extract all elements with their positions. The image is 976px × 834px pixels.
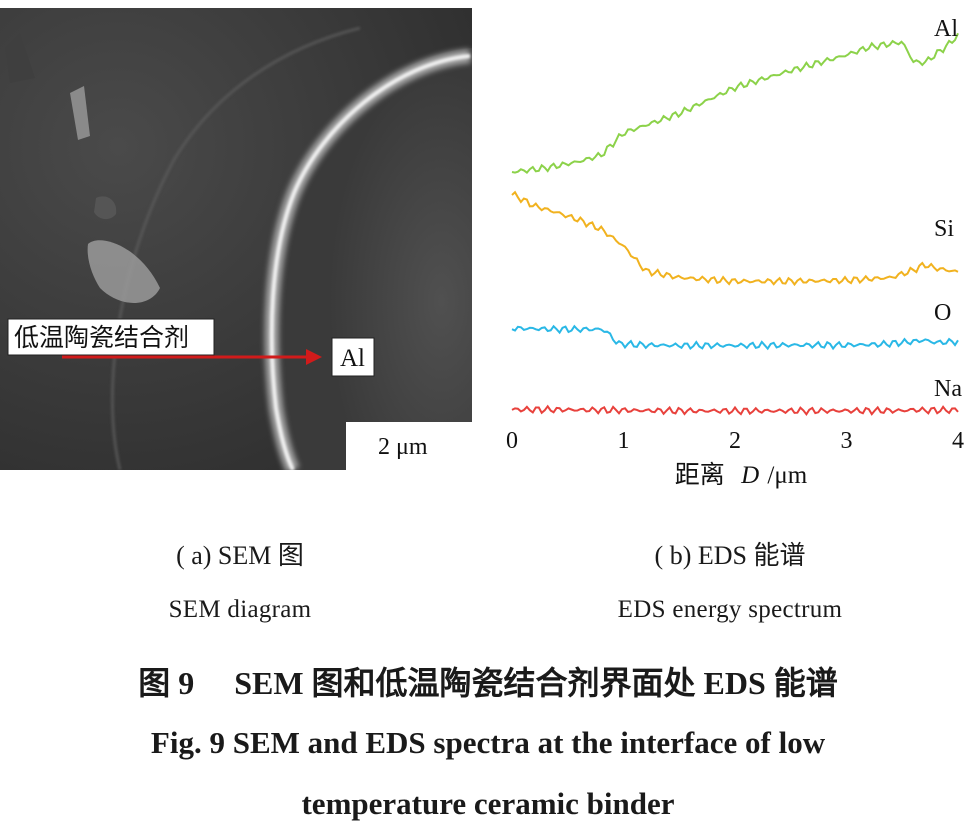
figure-title-zh: 图 9 SEM 图和低温陶瓷结合剂界面处 EDS 能谱: [138, 665, 838, 701]
caption-a-en: SEM diagram: [168, 596, 312, 623]
figure-title-en-line1: Fig. 9 SEM and EDS spectra at the interf…: [150, 725, 826, 760]
series-line-si: [511, 190, 959, 287]
x-tick-label: 1: [618, 428, 630, 454]
x-axis-label-unit: /μm: [767, 462, 807, 489]
eds-chart: Al Si O Na 0 1 2 3 4 距离 D /μm: [506, 16, 964, 489]
series-label-o: O: [934, 300, 951, 326]
x-tick-label: 0: [506, 428, 518, 454]
series-line-o: [511, 324, 959, 351]
figure-title-en-line2: temperature ceramic binder: [301, 786, 675, 821]
x-axis-label: 距离 D /μm: [675, 461, 808, 489]
series-line-al: [511, 32, 959, 174]
series-label-al: Al: [934, 16, 958, 42]
eds-chart-panel: Al Si O Na 0 1 2 3 4 距离 D /μm: [496, 0, 976, 500]
x-axis-label-var: D: [740, 462, 759, 489]
sem-micrograph: 低温陶瓷结合剂 Al 2 μm: [0, 8, 472, 474]
caption-a: ( a) SEM 图: [176, 541, 304, 570]
al-label-box: [331, 337, 375, 377]
x-tick-label: 4: [952, 428, 964, 454]
arrow-head-icon: [306, 349, 322, 365]
caption-b: ( b) EDS 能谱: [654, 541, 806, 570]
caption-b-en: EDS energy spectrum: [617, 596, 843, 623]
series-label-na: Na: [934, 376, 962, 402]
sem-image-panel: 低温陶瓷结合剂 Al 2 μm: [0, 8, 472, 474]
series-line-na: [511, 404, 959, 417]
series-label-si: Si: [934, 216, 954, 242]
scale-bar-label: 2 μm: [378, 434, 428, 460]
scale-bar-box: [346, 422, 472, 470]
al-label: Al: [340, 345, 365, 372]
x-tick-label: 2: [729, 428, 741, 454]
binder-label-box: [7, 318, 215, 356]
x-tick-label: 3: [841, 428, 853, 454]
x-axis-label-prefix: 距离: [675, 461, 725, 489]
binder-label: 低温陶瓷结合剂: [14, 324, 189, 352]
